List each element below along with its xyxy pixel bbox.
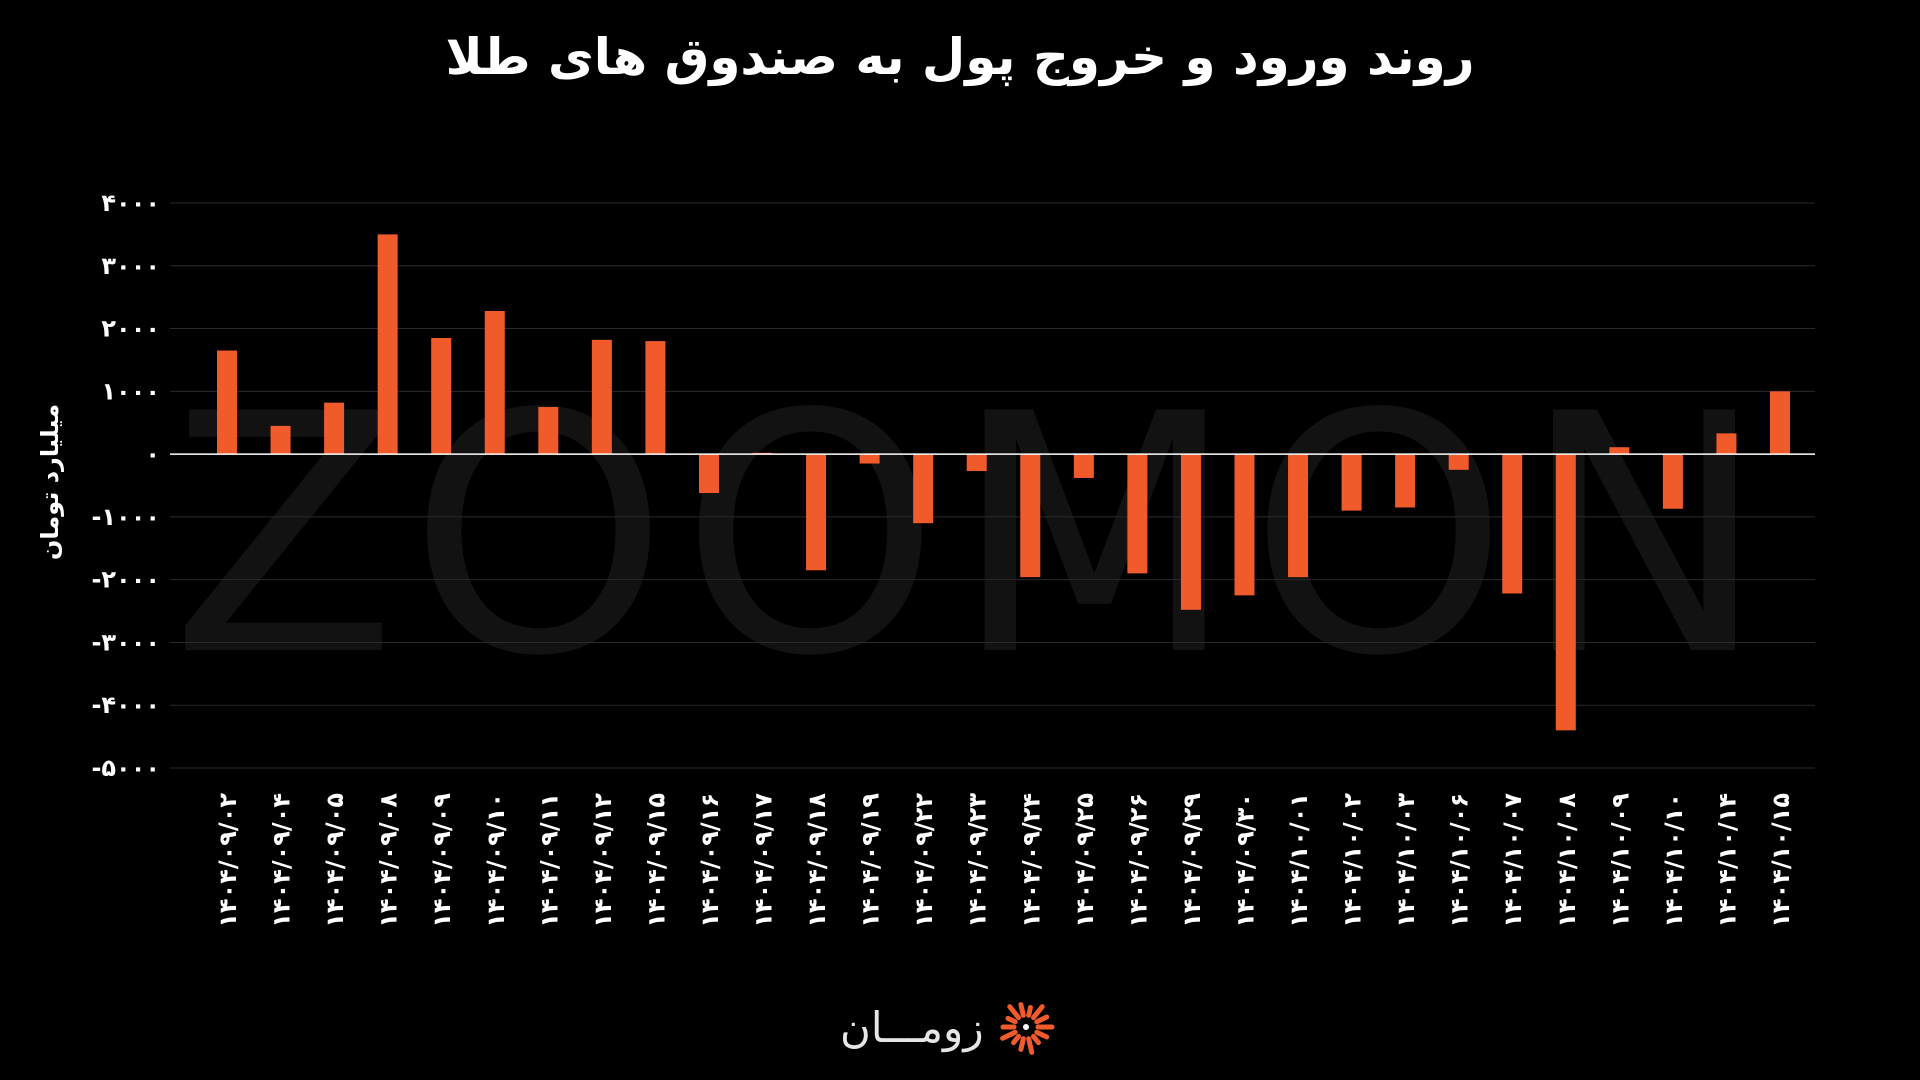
- bar: [913, 454, 934, 524]
- x-tick-label: ۱۴۰۴/۱۰/۰۸: [1553, 793, 1581, 928]
- bar: [270, 425, 291, 455]
- bar: [859, 454, 880, 464]
- bar: [431, 337, 452, 455]
- x-tick-label: ۱۴۰۴/۰۹/۱۱: [535, 793, 563, 928]
- bar: [645, 341, 666, 455]
- bar: [1502, 454, 1523, 594]
- bar: [1020, 454, 1041, 578]
- y-tick-label: -۳۰۰۰: [91, 628, 160, 656]
- x-tick-label: ۱۴۰۴/۰۹/۰۴: [268, 793, 296, 928]
- bar: [591, 339, 612, 455]
- x-tick-label: ۱۴۰۴/۰۹/۱۶: [696, 793, 724, 928]
- bar: [1448, 454, 1469, 470]
- x-tick-label: ۱۴۰۴/۰۹/۲۵: [1071, 793, 1099, 928]
- x-tick-label: ۱۴۰۴/۰۹/۱۵: [642, 793, 670, 928]
- y-tick-label: ۰: [145, 440, 160, 468]
- bar: [484, 310, 505, 455]
- y-tick-label: -۵۰۰۰: [91, 754, 160, 782]
- brand-name: زومـــان: [840, 1002, 984, 1052]
- x-tick-label: ۱۴۰۴/۱۰/۰۲: [1339, 793, 1367, 928]
- x-tick-label: ۱۴۰۴/۰۹/۳۰: [1231, 793, 1259, 928]
- x-tick-label: ۱۴۰۴/۰۹/۰۸: [375, 793, 403, 928]
- bar: [1770, 391, 1790, 455]
- x-tick-label: ۱۴۰۴/۱۰/۰۶: [1446, 793, 1474, 928]
- x-tick-label: ۱۴۰۴/۰۹/۲۲: [910, 793, 938, 928]
- x-tick-label: ۱۴۰۴/۱۰/۱۵: [1767, 793, 1795, 928]
- y-tick-label: ۳۰۰۰: [101, 252, 160, 280]
- x-tick-label: ۱۴۰۴/۰۹/۰۲: [214, 793, 242, 928]
- x-tick-label: ۱۴۰۴/۰۹/۰۵: [321, 793, 349, 928]
- watermark-text: ZOOMON: [171, 344, 1780, 728]
- y-tick-label: -۴۰۰۰: [91, 691, 160, 719]
- x-tick-label: ۱۴۰۴/۱۰/۰۱: [1285, 793, 1313, 928]
- x-tick-label: ۱۴۰۴/۰۹/۰۹: [428, 793, 456, 928]
- x-tick-label: ۱۴۰۴/۰۹/۲۳: [964, 793, 992, 928]
- bar: [1127, 454, 1148, 574]
- y-tick-label: -۲۰۰۰: [91, 566, 160, 594]
- bar: [1609, 447, 1630, 455]
- y-axis-ticks: ۴۰۰۰ ۳۰۰۰ ۲۰۰۰ ۱۰۰۰ ۰ -۱۰۰۰ -۲۰۰۰ -۳۰۰۰ -۴۰۰۰ -۵۰…: [91, 189, 160, 782]
- x-tick-label: ۱۴۰۴/۰۹/۲۶: [1124, 793, 1152, 928]
- bar: [1180, 454, 1201, 610]
- y-tick-label: ۲۰۰۰: [101, 315, 160, 343]
- bar: [538, 407, 559, 455]
- x-tick-label: ۱۴۰۴/۰۹/۱۸: [803, 793, 831, 928]
- bars: [217, 234, 1790, 731]
- y-tick-label: ۱۰۰۰: [101, 377, 160, 405]
- bar: [1288, 454, 1309, 578]
- y-tick-label: -۱۰۰۰: [91, 503, 160, 531]
- bar: [1555, 454, 1576, 731]
- x-tick-label: ۱۴۰۴/۰۹/۱۰: [482, 793, 510, 928]
- bar: [377, 234, 398, 455]
- x-tick-label: ۱۴۰۴/۰۹/۱۹: [857, 793, 885, 928]
- bar: [1234, 454, 1255, 596]
- bar: [324, 402, 345, 455]
- brand-logo: زومـــان: [840, 992, 1080, 1062]
- bar: [1662, 454, 1683, 509]
- x-tick-label: ۱۴۰۴/۰۹/۱۲: [589, 793, 617, 928]
- bar: [1341, 454, 1362, 511]
- bar: [1716, 433, 1737, 455]
- bar: [966, 454, 987, 472]
- x-tick-label: ۱۴۰۴/۰۹/۱۷: [750, 793, 778, 928]
- bar: [1073, 454, 1094, 478]
- x-tick-label: ۱۴۰۴/۱۰/۱۴: [1713, 793, 1741, 928]
- chart-title: روند ورود و خروج پول به صندوق های طلا: [445, 28, 1475, 86]
- bar: [1395, 454, 1416, 508]
- x-tick-label: ۱۴۰۴/۰۹/۲۴: [1017, 793, 1045, 928]
- x-tick-label: ۱۴۰۴/۰۹/۲۹: [1178, 793, 1206, 928]
- x-tick-label: ۱۴۰۴/۱۰/۰۹: [1606, 793, 1634, 928]
- y-tick-label: ۴۰۰۰: [101, 189, 160, 217]
- bar: [698, 454, 719, 494]
- x-tick-label: ۱۴۰۴/۱۰/۰۳: [1392, 793, 1420, 928]
- y-axis-label: میلیارد تومان: [36, 404, 64, 560]
- bar: [806, 454, 827, 571]
- bar: [217, 350, 237, 455]
- x-tick-label: ۱۴۰۴/۱۰/۰۷: [1499, 793, 1527, 928]
- x-tick-label: ۱۴۰۴/۱۰/۱۰: [1660, 793, 1688, 928]
- zooman-sunburst-logo-icon: [999, 1002, 1055, 1055]
- x-axis-ticks: ۱۴۰۴/۰۹/۰۲ ۱۴۰۴/۰۹/۰۴ ۱۴۰۴/۰۹/۰۵ ۱۴۰۴/۰۹/۰۸…: [214, 793, 1795, 928]
